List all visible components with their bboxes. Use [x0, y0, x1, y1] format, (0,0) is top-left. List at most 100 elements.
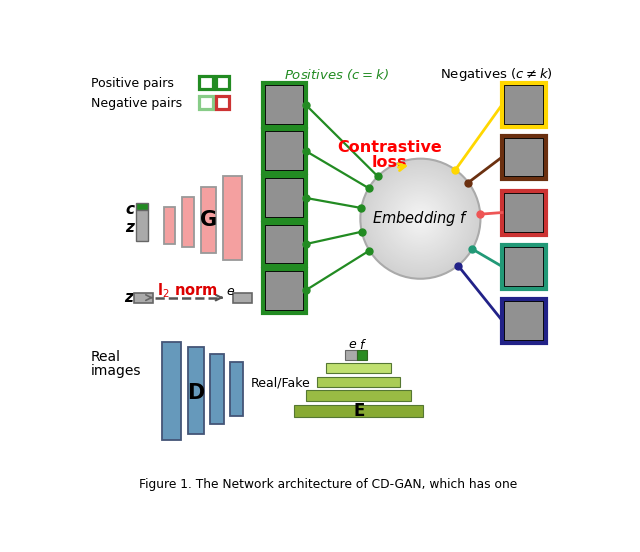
Circle shape [416, 214, 425, 224]
Circle shape [401, 199, 440, 238]
Text: Figure 1. The Network architecture of CD-GAN, which has one: Figure 1. The Network architecture of CD… [139, 478, 517, 491]
Circle shape [364, 162, 477, 275]
Text: $\boldsymbol{c}$: $\boldsymbol{c}$ [125, 202, 136, 217]
Circle shape [399, 197, 442, 240]
Circle shape [375, 173, 466, 264]
Bar [266, 132, 303, 170]
Circle shape [365, 163, 476, 274]
Text: images: images [91, 364, 141, 378]
Bar [201, 187, 216, 253]
Circle shape [376, 174, 465, 263]
Circle shape [387, 185, 454, 252]
Bar [505, 248, 543, 286]
Bar [262, 269, 307, 312]
Circle shape [388, 187, 452, 251]
Circle shape [360, 158, 481, 279]
Text: Real/Fake: Real/Fake [250, 377, 310, 390]
Circle shape [415, 213, 426, 224]
Circle shape [413, 211, 428, 226]
Circle shape [387, 185, 454, 253]
Circle shape [407, 205, 433, 232]
Bar [200, 96, 212, 109]
Circle shape [405, 203, 436, 234]
Circle shape [413, 212, 428, 226]
Circle shape [365, 164, 475, 273]
Bar [164, 207, 175, 244]
Circle shape [417, 216, 424, 222]
Bar [230, 362, 243, 416]
Bar [357, 351, 367, 359]
Circle shape [369, 168, 471, 269]
Bar [200, 76, 212, 89]
Bar [345, 351, 357, 359]
Bar [505, 302, 543, 339]
Circle shape [389, 187, 452, 250]
Text: $f$: $f$ [359, 338, 367, 352]
Text: Embedding $f$: Embedding $f$ [372, 209, 468, 228]
Circle shape [411, 209, 429, 228]
Text: Positives ($c = k$): Positives ($c = k$) [284, 67, 389, 82]
Circle shape [378, 176, 463, 262]
Circle shape [371, 169, 470, 268]
Bar [266, 272, 303, 310]
Bar [505, 194, 543, 232]
Circle shape [392, 190, 449, 247]
Text: $\boldsymbol{z}$: $\boldsymbol{z}$ [125, 220, 136, 236]
Circle shape [369, 167, 472, 270]
Text: D: D [187, 384, 204, 404]
Circle shape [364, 162, 477, 275]
Circle shape [418, 216, 422, 221]
Text: Negatives ($c \neq k$): Negatives ($c \neq k$) [440, 66, 554, 83]
Bar [232, 293, 252, 302]
Circle shape [412, 210, 429, 227]
Circle shape [383, 182, 458, 256]
Circle shape [361, 160, 480, 278]
Circle shape [419, 217, 422, 220]
Circle shape [417, 215, 424, 222]
Bar [136, 203, 148, 210]
Bar [266, 86, 303, 124]
Circle shape [391, 189, 450, 248]
Bar [266, 179, 303, 217]
Circle shape [403, 202, 437, 236]
Circle shape [398, 197, 443, 241]
Bar [502, 245, 546, 289]
Circle shape [367, 165, 474, 273]
Circle shape [380, 178, 461, 259]
Circle shape [414, 213, 427, 225]
Circle shape [410, 209, 431, 229]
Bar [317, 376, 401, 388]
Bar [134, 293, 153, 302]
Circle shape [390, 188, 451, 250]
Bar [326, 363, 391, 374]
Circle shape [393, 191, 448, 246]
Circle shape [409, 207, 432, 230]
Circle shape [397, 195, 444, 242]
Text: $\boldsymbol{z}$: $\boldsymbol{z}$ [124, 290, 135, 305]
Text: Positive pairs: Positive pairs [91, 77, 173, 89]
Bar [502, 136, 546, 179]
Circle shape [381, 179, 460, 258]
Circle shape [399, 198, 441, 240]
Text: $e$: $e$ [348, 338, 357, 352]
Circle shape [406, 205, 435, 232]
Circle shape [376, 175, 464, 263]
Circle shape [386, 184, 455, 253]
Circle shape [372, 171, 468, 267]
Circle shape [371, 169, 470, 269]
Bar [262, 222, 307, 267]
Circle shape [382, 180, 459, 257]
Circle shape [401, 199, 440, 238]
Bar [502, 191, 546, 235]
Text: Real: Real [91, 351, 121, 364]
Bar [262, 129, 307, 173]
Circle shape [374, 173, 467, 265]
Circle shape [367, 166, 474, 272]
Bar [266, 226, 303, 263]
Bar [210, 354, 224, 423]
Bar [262, 176, 307, 220]
Bar [502, 83, 546, 127]
Circle shape [379, 177, 462, 261]
Circle shape [394, 193, 447, 245]
Circle shape [410, 208, 431, 230]
